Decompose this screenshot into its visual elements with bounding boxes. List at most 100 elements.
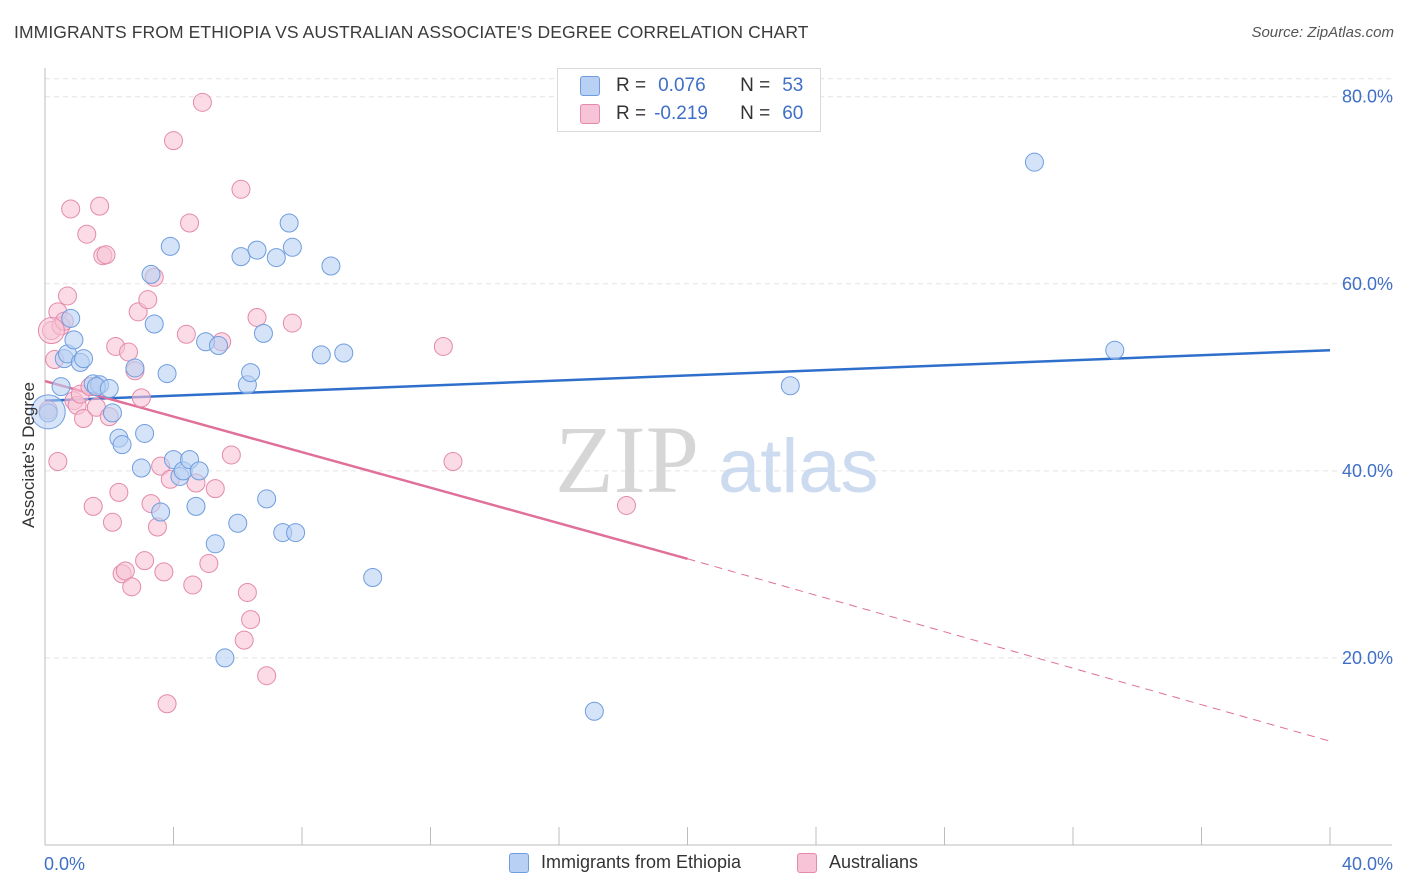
- point-ethiopia: [584, 701, 604, 721]
- point-ethiopia: [279, 213, 299, 233]
- y-tick-label: 20.0%: [1342, 648, 1393, 668]
- legend-swatch-pink: [580, 104, 600, 124]
- point-australians: [231, 179, 251, 199]
- point-australians: [96, 245, 116, 265]
- point-australians-cluster: [37, 317, 65, 345]
- point-australians: [135, 551, 155, 571]
- point-ethiopia: [253, 323, 273, 343]
- series-legend: Immigrants from Ethiopia Australians: [0, 852, 1406, 878]
- point-ethiopia: [144, 314, 164, 334]
- point-ethiopia: [1024, 152, 1044, 172]
- axes: [44, 68, 1392, 846]
- point-australians: [257, 666, 277, 686]
- point-ethiopia: [131, 458, 151, 478]
- point-ethiopia: [99, 379, 119, 399]
- point-ethiopia: [363, 567, 383, 587]
- legend-label-australians: Australians: [829, 852, 919, 872]
- point-ethiopia: [208, 336, 228, 356]
- point-australians: [77, 224, 97, 244]
- point-australians: [176, 324, 196, 344]
- point-australians: [109, 482, 129, 502]
- point-ethiopia: [247, 240, 267, 260]
- point-australians: [74, 408, 94, 428]
- chart-title: IMMIGRANTS FROM ETHIOPIA VS AUSTRALIAN A…: [14, 22, 809, 42]
- point-ethiopia: [334, 343, 354, 363]
- y-tick-label: 40.0%: [1342, 461, 1393, 481]
- point-ethiopia: [266, 248, 286, 268]
- point-ethiopia: [311, 345, 331, 365]
- legend-r-value: 0.076: [658, 75, 706, 96]
- legend-n-label: N =: [740, 103, 771, 124]
- point-australians: [154, 562, 174, 582]
- point-ethiopia: [257, 489, 277, 509]
- legend-swatch-blue: [580, 76, 600, 96]
- point-australians: [183, 575, 203, 595]
- watermark-zip: ZIP: [555, 406, 699, 513]
- x-tick-label: 40.0%: [1342, 854, 1393, 874]
- trend-line-ethiopia: [44, 348, 1331, 402]
- point-ethiopia: [157, 364, 177, 384]
- point-australians: [180, 213, 200, 233]
- legend-n-label: N =: [740, 75, 771, 96]
- point-australians: [157, 694, 177, 714]
- point-australians: [443, 452, 463, 471]
- point-australians: [83, 496, 103, 516]
- point-australians: [102, 512, 122, 532]
- point-australians: [433, 336, 453, 356]
- point-ethiopia: [282, 237, 302, 257]
- x-tick-label: 0.0%: [44, 854, 85, 874]
- point-australians: [57, 286, 77, 306]
- point-ethiopia: [151, 502, 171, 522]
- point-australians: [48, 452, 68, 471]
- point-ethiopia: [189, 461, 209, 481]
- tick-labels: 20.0% 40.0% 60.0% 80.0% 0.0% 40.0%: [44, 87, 1393, 874]
- y-tick-label: 60.0%: [1342, 274, 1393, 294]
- data-points: [30, 92, 1125, 721]
- point-australians: [199, 553, 219, 573]
- trend-line-australians-extrapolated: [687, 558, 1331, 742]
- y-tick-label: 80.0%: [1342, 87, 1393, 107]
- point-australians: [138, 290, 158, 310]
- point-australians: [241, 610, 261, 630]
- point-australians: [90, 196, 110, 216]
- point-australians: [247, 307, 267, 327]
- legend-item-australians: Australians: [797, 852, 918, 873]
- point-australians: [119, 342, 139, 362]
- point-australians: [616, 495, 636, 515]
- watermark-atlas: atlas: [718, 424, 879, 509]
- point-australians: [282, 313, 302, 333]
- legend-r-label: R =: [616, 75, 647, 96]
- point-ethiopia: [205, 534, 225, 554]
- point-ethiopia: [61, 308, 81, 328]
- point-ethiopia: [231, 247, 251, 267]
- point-australians: [237, 582, 257, 602]
- point-australians: [131, 388, 151, 408]
- point-ethiopia: [186, 496, 206, 516]
- point-ethiopia: [141, 264, 161, 284]
- point-ethiopia: [160, 236, 180, 256]
- stats-legend: R = 0.076 N = 53 R = -0.219 N = 60: [557, 68, 821, 132]
- legend-swatch-blue: [509, 852, 529, 873]
- point-ethiopia: [125, 358, 145, 378]
- legend-label-ethiopia: Immigrants from Ethiopia: [541, 852, 742, 872]
- point-australians: [192, 92, 212, 112]
- watermark: ZIP atlas: [555, 406, 879, 513]
- point-australians: [61, 199, 81, 219]
- point-ethiopia: [102, 403, 122, 423]
- point-ethiopia: [215, 648, 235, 668]
- point-ethiopia: [1105, 340, 1125, 360]
- point-ethiopia: [74, 349, 94, 369]
- point-ethiopia: [135, 423, 155, 443]
- legend-swatch-pink: [797, 852, 817, 873]
- point-australians: [164, 131, 183, 151]
- point-ethiopia: [228, 513, 248, 533]
- point-ethiopia: [51, 377, 71, 397]
- point-ethiopia: [64, 330, 84, 350]
- legend-r-value: -0.219: [654, 103, 708, 124]
- point-australians: [234, 630, 254, 650]
- legend-row-australians: R = -0.219 N = 60: [580, 100, 803, 128]
- legend-n-value: 60: [782, 103, 804, 124]
- point-ethiopia: [780, 376, 800, 396]
- point-australians: [115, 561, 135, 581]
